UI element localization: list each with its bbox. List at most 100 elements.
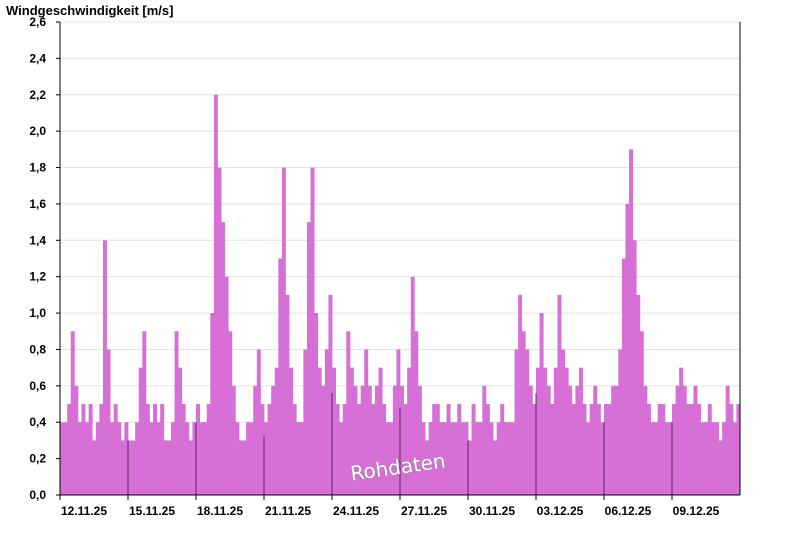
bar — [367, 385, 372, 495]
y-tick-label: 2,2 — [29, 88, 46, 102]
bar — [124, 422, 129, 495]
bar — [672, 404, 676, 495]
bar — [485, 404, 490, 495]
bar — [142, 331, 147, 495]
y-tick-label: 0,4 — [29, 415, 46, 429]
bar — [503, 422, 508, 495]
bar — [457, 404, 462, 495]
bar — [561, 349, 566, 495]
y-tick-label: 1,0 — [29, 306, 46, 320]
bar — [264, 422, 268, 495]
bar — [382, 404, 387, 495]
bar — [446, 404, 451, 495]
bar — [328, 294, 333, 495]
bar — [396, 349, 401, 495]
bar — [299, 422, 304, 495]
bar — [704, 422, 709, 495]
x-tick-label: 30.11.25 — [469, 504, 515, 518]
bar — [60, 422, 64, 495]
bar — [417, 385, 422, 495]
bar — [249, 422, 254, 495]
bar — [196, 404, 200, 495]
bar — [120, 440, 125, 495]
bar — [128, 440, 132, 495]
y-tick-label: 2,4 — [29, 51, 46, 65]
bar — [650, 422, 655, 495]
bar — [722, 422, 727, 495]
y-tick-label: 1,8 — [29, 161, 46, 175]
bar — [88, 404, 93, 495]
x-tick-labels: 12.11.25 15.11.25 18.11.25 21.11.25 24.11.25… — [59, 495, 720, 518]
bar — [507, 422, 512, 495]
bar — [292, 404, 297, 495]
bar — [235, 422, 240, 495]
bar — [571, 404, 576, 495]
bar — [421, 422, 426, 495]
bar — [364, 349, 369, 495]
bar — [131, 440, 136, 495]
bar — [625, 203, 630, 496]
bar — [342, 404, 347, 495]
bar — [543, 367, 548, 495]
bar — [253, 385, 258, 495]
y-tick-label: 2,6 — [29, 15, 46, 29]
bar — [639, 331, 644, 495]
x-tick-label: 18.11.25 — [197, 504, 243, 518]
bar — [145, 404, 150, 495]
bar — [156, 422, 161, 495]
bar — [192, 422, 197, 495]
bar — [410, 276, 415, 495]
bar — [285, 294, 290, 495]
bar — [546, 385, 551, 495]
bar — [85, 422, 90, 495]
bar — [163, 440, 168, 495]
bar — [478, 422, 483, 495]
bar — [521, 331, 526, 495]
bar — [471, 404, 476, 495]
bar — [210, 313, 215, 495]
bar — [314, 313, 319, 495]
bar — [607, 404, 612, 495]
bar — [303, 349, 308, 495]
x-tick-label: 21.11.25 — [265, 504, 311, 518]
bar — [428, 422, 433, 495]
y-tick-label: 2,0 — [29, 124, 46, 138]
bar — [736, 404, 741, 495]
bar — [332, 367, 336, 495]
bar — [553, 367, 558, 495]
bar — [289, 367, 294, 495]
bar — [586, 422, 591, 495]
bar — [593, 385, 598, 495]
bar — [63, 422, 68, 495]
bar — [321, 385, 326, 495]
bar — [582, 404, 587, 495]
chart-title: Windgeschwindigkeit [m/s] — [6, 3, 173, 18]
bar — [231, 385, 236, 495]
bar — [536, 367, 540, 495]
x-tick-label: 09.12.25 — [673, 504, 720, 518]
bar — [729, 404, 734, 495]
bar — [575, 385, 580, 495]
bar — [339, 422, 344, 495]
bar — [92, 440, 97, 495]
bar — [464, 422, 469, 495]
bar — [689, 404, 694, 495]
bar — [442, 422, 447, 495]
bar — [181, 404, 186, 495]
bar — [414, 331, 419, 495]
bar — [349, 367, 354, 495]
x-tick-label: 06.12.25 — [605, 504, 652, 518]
bar — [425, 440, 430, 495]
bar — [532, 404, 537, 495]
x-tick-label: 12.11.25 — [61, 504, 107, 518]
bar — [278, 258, 283, 495]
bar — [335, 404, 340, 495]
bar — [170, 422, 175, 495]
bar — [629, 149, 634, 495]
bar — [371, 404, 376, 495]
bar — [260, 404, 265, 495]
bar — [135, 422, 140, 495]
bar — [385, 422, 390, 495]
bar — [636, 294, 641, 495]
